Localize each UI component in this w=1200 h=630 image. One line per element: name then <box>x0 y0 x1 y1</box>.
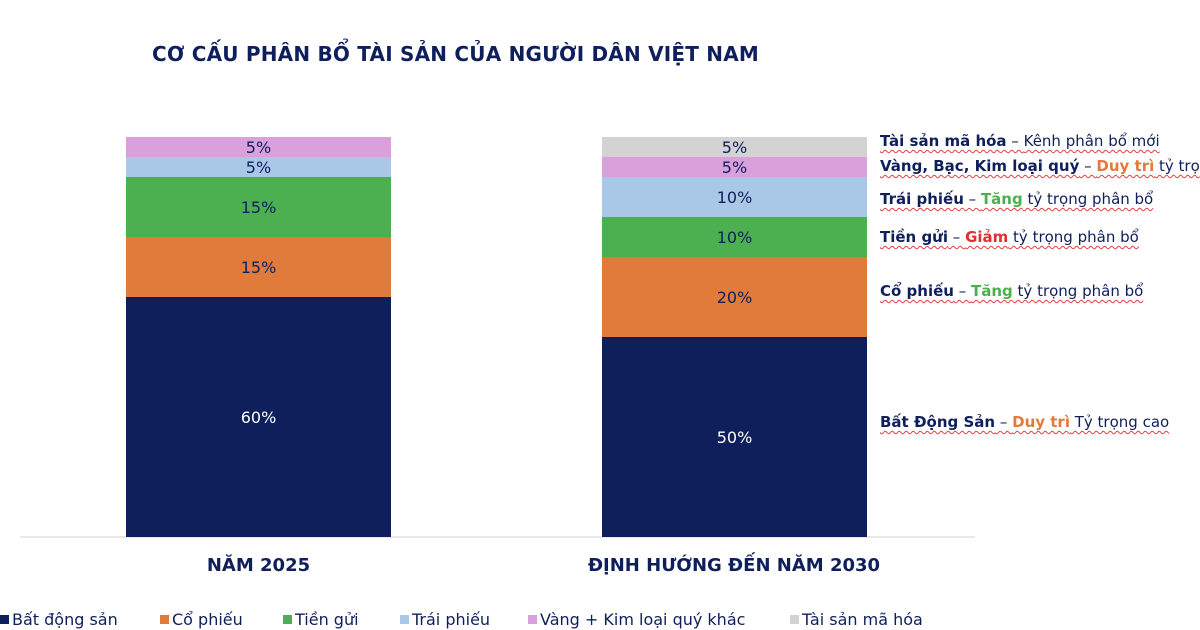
data-label: 50% <box>717 428 753 447</box>
annotation: Vàng, Bạc, Kim loại quý – Duy trì tỷ trọ <box>880 157 1200 175</box>
annotation-asset: Bất Động Sản <box>880 413 996 431</box>
bar-segment <box>602 157 867 177</box>
annotation-text: tỷ trọng phân bổ <box>1012 282 1144 300</box>
annotation-asset: Tiền gửi <box>880 228 949 246</box>
data-label: 10% <box>717 188 753 207</box>
legend-label: Trái phiếu <box>412 610 491 629</box>
annotation-text: tỷ trọng phân bổ <box>1022 190 1154 208</box>
data-label: 15% <box>241 198 277 217</box>
category-label-2025: NĂM 2025 <box>206 555 311 576</box>
annotation-asset: Cổ phiếu <box>880 282 954 300</box>
annotation-separator: – <box>1006 132 1024 150</box>
annotation-asset: Trái phiếu <box>880 190 964 208</box>
annotation: Bất Động Sản – Duy trì Tỷ trọng cao <box>880 413 1169 431</box>
data-label: 10% <box>717 228 753 247</box>
annotation: Trái phiếu – Tăng tỷ trọng phân bổ <box>880 190 1153 208</box>
bar-segment <box>126 157 391 177</box>
annotation-separator: – <box>953 282 971 300</box>
legend-swatch <box>0 615 9 624</box>
bar-segment <box>602 177 867 217</box>
legend-item: Vàng + Kim loại quý khác <box>528 610 745 629</box>
data-label: 5% <box>246 138 271 157</box>
bar-segment <box>602 337 867 537</box>
bar-segment <box>602 217 867 257</box>
bar-segment <box>602 257 867 337</box>
data-label: 5% <box>722 158 747 177</box>
data-label: 5% <box>722 138 747 157</box>
annotation: Tài sản mã hóa – Kênh phân bổ mới <box>880 132 1160 150</box>
bar-segment <box>126 297 391 537</box>
data-label: 15% <box>241 258 277 277</box>
legend-item: Cổ phiếu <box>160 610 243 629</box>
annotation-trend: Tăng <box>971 282 1013 300</box>
legend-item: Trái phiếu <box>400 610 490 629</box>
annotation: Tiền gửi – Giảm tỷ trọng phân bổ <box>880 228 1139 246</box>
annotation-text: tỷ trọng phân bổ <box>1008 228 1139 246</box>
annotation-asset: Vàng, Bạc, Kim loại quý <box>880 157 1080 175</box>
annotation-text: tỷ trọ <box>1154 157 1200 175</box>
legend-label: Bất động sản <box>12 610 118 629</box>
chart-title: CƠ CẤU PHÂN BỔ TÀI SẢN CỦA NGƯỜI DÂN VIỆ… <box>152 42 759 66</box>
category-label-2030: ĐỊNH HƯỚNG ĐẾN NĂM 2030 <box>587 555 881 576</box>
legend-swatch <box>790 615 799 624</box>
annotation-trend: Tăng <box>980 190 1023 208</box>
legend-label: Cổ phiếu <box>172 610 243 629</box>
legend-swatch <box>283 615 292 624</box>
annotation-text: Tỷ trọng cao <box>1069 413 1170 431</box>
legend-label: Tiền gửi <box>295 610 359 629</box>
bar-segment <box>126 137 391 157</box>
annotation-trend: Giảm <box>965 228 1009 246</box>
legend-swatch <box>400 615 409 624</box>
annotation-separator: – <box>1079 157 1097 175</box>
legend-swatch <box>160 615 169 624</box>
data-label: 20% <box>717 288 753 307</box>
legend-item: Bất động sản <box>0 610 118 629</box>
legend-item: Tiền gửi <box>283 610 359 629</box>
bar-segment <box>602 137 867 157</box>
data-label: 60% <box>241 408 277 427</box>
bar-segment <box>126 177 391 237</box>
annotation: Cổ phiếu – Tăng tỷ trọng phân bổ <box>880 282 1143 300</box>
bar-segment <box>126 237 391 297</box>
data-label: 5% <box>246 158 271 177</box>
annotation-separator: – <box>948 228 966 246</box>
legend-label: Tài sản mã hóa <box>802 610 923 629</box>
legend-swatch <box>528 615 537 624</box>
annotation-text: Kênh phân bổ mới <box>1023 132 1160 150</box>
legend-item: Tài sản mã hóa <box>790 610 923 629</box>
annotation-trend: Duy trì <box>1012 413 1070 431</box>
annotation-separator: – <box>995 413 1013 431</box>
annotation-asset: Tài sản mã hóa <box>880 132 1007 150</box>
annotation-separator: – <box>963 190 981 208</box>
legend-label: Vàng + Kim loại quý khác <box>540 610 746 629</box>
annotation-trend: Duy trì <box>1096 157 1155 175</box>
